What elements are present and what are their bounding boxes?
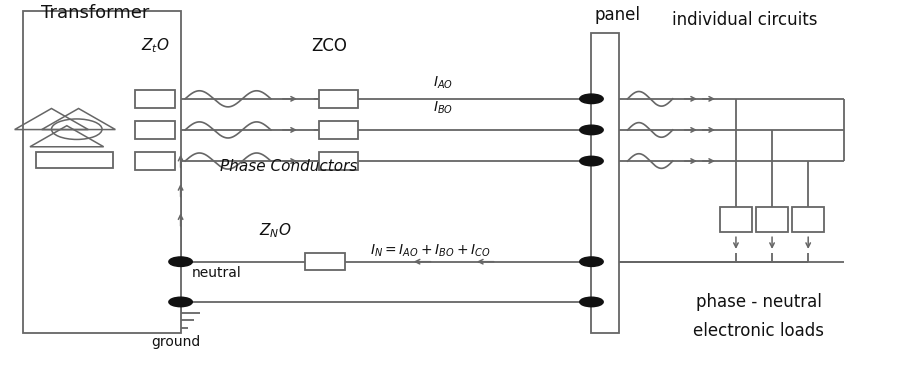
Bar <box>755 207 787 232</box>
Text: electronic loads: electronic loads <box>692 322 824 340</box>
Bar <box>791 207 824 232</box>
Text: $I_{AO}$: $I_{AO}$ <box>433 74 453 90</box>
Text: ZCO: ZCO <box>311 37 347 55</box>
Text: Phase Conductors: Phase Conductors <box>220 159 357 174</box>
Circle shape <box>579 297 603 307</box>
Bar <box>135 121 175 139</box>
Bar <box>135 152 175 170</box>
Text: neutral: neutral <box>191 266 242 280</box>
Bar <box>719 207 751 232</box>
Text: $Z_tO$: $Z_tO$ <box>141 36 170 55</box>
Text: panel: panel <box>594 5 640 24</box>
Text: Transformer: Transformer <box>41 4 149 22</box>
Bar <box>591 33 618 333</box>
Text: $I_N = I_{AO}+I_{BO}+I_{CO}$: $I_N = I_{AO}+I_{BO}+I_{CO}$ <box>370 243 491 259</box>
Text: $Z_NO$: $Z_NO$ <box>259 221 291 240</box>
Bar <box>135 90 175 108</box>
Text: $I_{BO}$: $I_{BO}$ <box>433 100 453 116</box>
Circle shape <box>169 297 192 307</box>
Circle shape <box>579 257 603 266</box>
Bar <box>318 152 358 170</box>
Circle shape <box>579 156 603 166</box>
Bar <box>318 121 358 139</box>
Circle shape <box>169 257 192 266</box>
Text: ground: ground <box>152 335 200 349</box>
Text: phase - neutral: phase - neutral <box>695 293 821 311</box>
Circle shape <box>579 94 603 104</box>
Bar <box>36 152 113 168</box>
Circle shape <box>579 125 603 135</box>
Text: individual circuits: individual circuits <box>671 11 817 29</box>
Bar <box>23 11 180 333</box>
Bar <box>318 90 358 108</box>
Bar <box>305 253 345 270</box>
